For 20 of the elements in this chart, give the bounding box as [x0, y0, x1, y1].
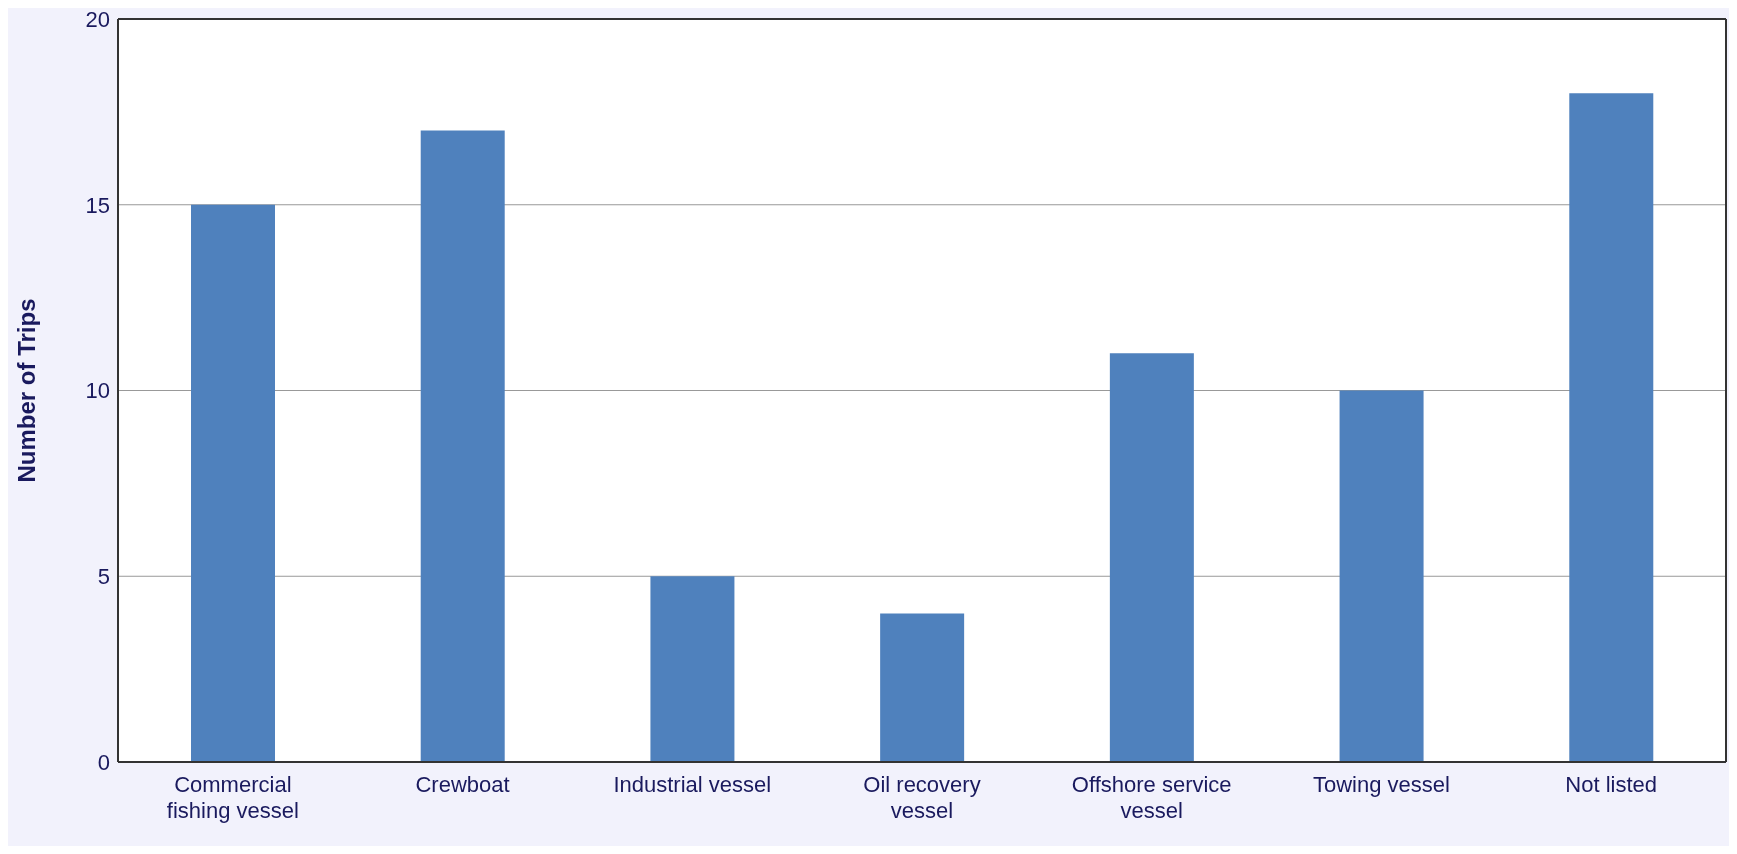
x-tick-label: Industrial vessel — [613, 772, 772, 797]
bar — [420, 130, 505, 762]
bar — [1339, 390, 1424, 762]
y-tick-label: 0 — [97, 749, 110, 775]
x-tick-label: Offshore service vessel — [1071, 772, 1232, 823]
bar — [880, 613, 965, 762]
x-tick-label: Not listed — [1565, 772, 1657, 797]
y-tick-label: 15 — [85, 192, 110, 218]
x-tick-label: Oil recovery vessel — [863, 772, 981, 823]
x-tick-label: Towing vessel — [1312, 772, 1450, 797]
y-tick-label: 10 — [85, 378, 110, 404]
x-tick-label: Commercial fishing vessel — [166, 772, 299, 823]
bar — [650, 576, 735, 762]
y-axis-title: Number of Trips — [12, 298, 40, 483]
bar — [1109, 353, 1194, 762]
bar — [191, 204, 275, 762]
y-tick-label: 20 — [85, 6, 110, 32]
bar — [1569, 93, 1654, 762]
x-tick-label: Crewboat — [415, 772, 510, 797]
y-tick-label: 5 — [97, 564, 110, 590]
